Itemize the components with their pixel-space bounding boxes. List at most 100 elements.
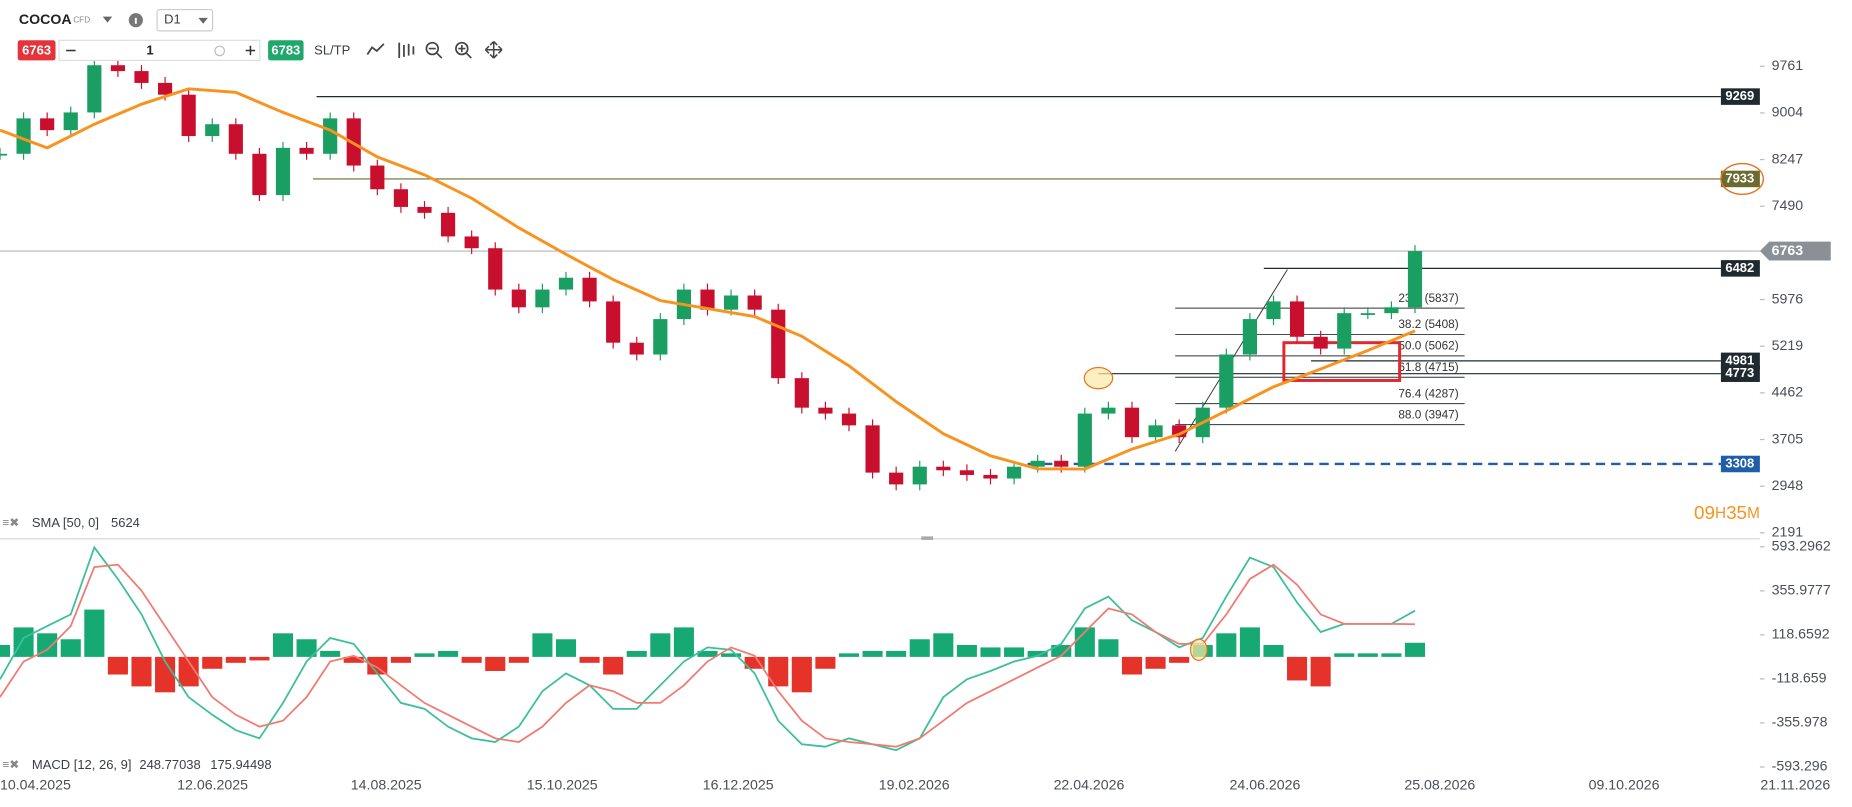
- candle: [323, 118, 338, 154]
- histogram-bar: [13, 627, 34, 657]
- y-tick-label: 2191: [1772, 525, 1804, 541]
- countdown-part: 09: [1694, 503, 1715, 524]
- histogram-bar: [768, 656, 789, 687]
- countdown: 09H35M: [1694, 503, 1760, 524]
- macd-line: [0, 545, 1416, 752]
- candle: [1101, 407, 1116, 414]
- candles-icon[interactable]: [398, 42, 415, 59]
- histogram-bar: [1263, 645, 1284, 657]
- level-tag: [1720, 352, 1760, 370]
- histogram-bar: [1074, 627, 1095, 657]
- histogram-bar: [60, 639, 81, 657]
- level-label: 7933: [1725, 170, 1754, 185]
- cross-marker: [1189, 638, 1208, 661]
- histogram-bar: [1145, 656, 1166, 669]
- candle: [1289, 301, 1305, 337]
- level-tag: [1720, 260, 1760, 277]
- histogram-bar: [249, 656, 270, 661]
- minus-button[interactable]: [66, 49, 76, 52]
- x-tick-label: 24.06.2026: [1230, 777, 1301, 793]
- candle: [0, 153, 8, 156]
- symbol[interactable]: COCOA: [19, 12, 72, 28]
- symbol-dropdown[interactable]: [102, 16, 113, 23]
- candle: [865, 425, 880, 473]
- x-tick-label: 09.10.2026: [1589, 777, 1660, 793]
- quantity[interactable]: 1: [146, 42, 153, 57]
- sell-button[interactable]: [17, 40, 56, 61]
- y-tick-label: 7490: [1772, 198, 1804, 214]
- candle: [1242, 319, 1257, 355]
- x-tick-label: 15.10.2025: [527, 777, 598, 793]
- candle: [794, 378, 809, 408]
- fib-label: 76.4 (4287): [1398, 386, 1458, 400]
- fib-label: 61.8 (4715): [1398, 360, 1458, 374]
- histogram-bar: [838, 653, 860, 657]
- histogram-bar: [1239, 627, 1260, 657]
- histogram-bar: [1404, 642, 1426, 657]
- x-tick-label: 16.12.2025: [703, 777, 774, 793]
- line-chart-icon[interactable]: [366, 43, 385, 55]
- histogram-bar: [1216, 633, 1237, 657]
- x-tick-label: 19.02.2026: [879, 777, 950, 793]
- candle: [653, 319, 668, 355]
- histogram-bar: [956, 645, 977, 657]
- macd-line: [0, 563, 1415, 748]
- y-tick-label: 4462: [1772, 385, 1804, 401]
- x-tick-label: 21.11.2026: [1760, 777, 1830, 793]
- buy-button[interactable]: [268, 40, 304, 61]
- histogram-bar: [414, 653, 435, 657]
- y-tick-label: 5219: [1772, 338, 1804, 354]
- x-tick-label: 25.08.2026: [1404, 777, 1475, 793]
- plus-button-v: [249, 45, 252, 56]
- histogram-bar: [508, 656, 529, 663]
- candle: [1054, 460, 1069, 467]
- countdown-part: H: [1715, 505, 1726, 522]
- histogram-bar: [1169, 656, 1190, 663]
- symbol-type: CFD: [73, 15, 90, 24]
- candle: [110, 65, 126, 72]
- candle: [723, 295, 739, 310]
- y-tick-label: 8247: [1772, 151, 1804, 167]
- histogram-bar: [791, 656, 812, 693]
- histogram-bar: [650, 633, 671, 657]
- candle: [771, 309, 786, 379]
- macd-legend-value: 248.77038: [139, 757, 200, 772]
- y-tick-label: 3705: [1772, 431, 1804, 447]
- y-tick-label: 118.6592: [1772, 627, 1830, 643]
- zoom-out-icon[interactable]: [425, 41, 440, 56]
- candle: [1077, 413, 1092, 467]
- candle: [629, 342, 644, 355]
- candle: [1006, 466, 1022, 479]
- zoom-in-icon[interactable]: [455, 41, 469, 56]
- y-tick-label: 5976: [1772, 291, 1804, 307]
- timeframe-select[interactable]: [156, 9, 214, 32]
- y-tick-label: -355.978: [1772, 715, 1828, 731]
- histogram-bar: [296, 639, 317, 657]
- candle: [228, 124, 243, 154]
- candle: [370, 165, 385, 190]
- divider-handle[interactable]: [921, 536, 934, 540]
- candle: [1219, 354, 1234, 408]
- histogram-bar: [603, 656, 624, 675]
- level-label: 4981: [1725, 352, 1754, 367]
- pan-icon[interactable]: [484, 40, 503, 59]
- x-tick-label: 22.04.2026: [1054, 777, 1125, 793]
- level-tag: [1720, 365, 1760, 382]
- histogram-bar: [744, 656, 765, 669]
- sltp-button[interactable]: SL/TP: [314, 42, 350, 57]
- reset-icon[interactable]: [214, 45, 226, 57]
- candle: [747, 295, 762, 310]
- sma-line: [0, 87, 1416, 471]
- countdown-part: 35: [1726, 503, 1747, 524]
- fib-label: 23.6 (5837): [1398, 291, 1458, 305]
- sell-price: 6763: [22, 42, 51, 57]
- y-tick-label: 593.2962: [1772, 539, 1831, 555]
- candle: [983, 474, 998, 479]
- sma-legend-value: 5624: [111, 515, 140, 530]
- level-tag: [1720, 88, 1760, 105]
- current-price-tag: [1759, 241, 1831, 261]
- quantity-box: [58, 39, 261, 61]
